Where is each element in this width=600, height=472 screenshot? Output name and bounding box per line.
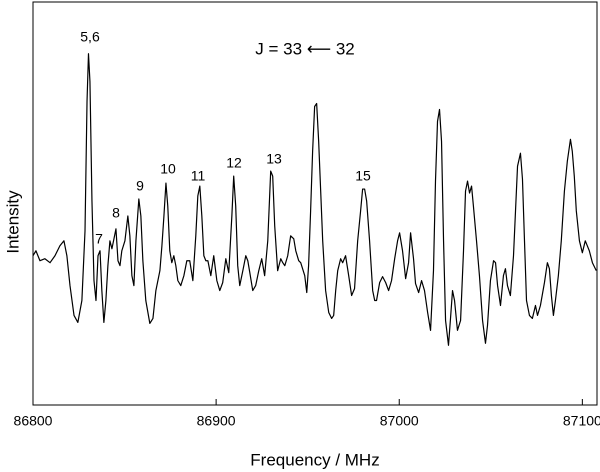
x-tick-label: 87000 [380,413,419,429]
peak-label: 12 [226,155,242,171]
x-tick-label: 86900 [197,413,236,429]
y-axis-title: Intensity [3,190,22,254]
spectrum-line [32,53,597,346]
peak-label: 7 [95,231,103,247]
x-axis-title: Frequency / MHz [250,450,379,469]
peak-label: 10 [160,161,176,177]
peak-label: 15 [355,168,371,184]
peak-label: 5,6 [80,29,100,45]
peak-label: 11 [191,168,206,184]
peak-label: 13 [266,151,282,167]
peak-label: 9 [136,178,144,194]
x-tick-label: 86800 [14,413,53,429]
peak-label: 8 [112,205,120,221]
x-tick-label: 87100 [563,413,600,429]
transition-label: J = 33 ⟵ 32 [255,39,355,58]
plot-frame [32,1,598,406]
